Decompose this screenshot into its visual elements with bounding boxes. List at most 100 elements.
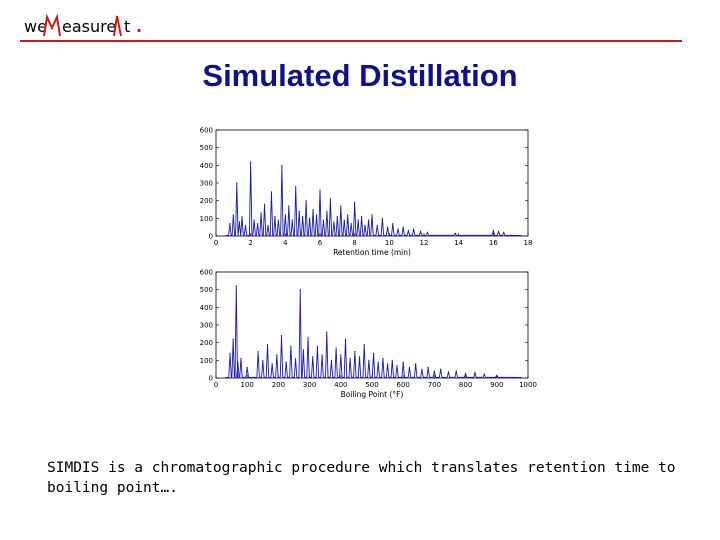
peak-point bbox=[368, 359, 370, 361]
peak-point bbox=[421, 368, 423, 370]
signal-trace bbox=[225, 161, 522, 236]
peak-point bbox=[408, 366, 411, 368]
x-tick-label: 0 bbox=[214, 239, 218, 247]
peak-point bbox=[294, 357, 297, 360]
peak-point bbox=[387, 363, 389, 365]
peak-point bbox=[381, 217, 383, 219]
peak-point bbox=[387, 226, 389, 228]
y-tick-label: 500 bbox=[200, 286, 213, 294]
peak-point bbox=[335, 347, 337, 349]
peak-point bbox=[402, 361, 404, 363]
peak-point bbox=[307, 336, 309, 338]
peak-point bbox=[309, 217, 311, 219]
peak-point bbox=[358, 356, 361, 358]
y-tick-label: 300 bbox=[200, 322, 213, 330]
x-tick-label: 300 bbox=[303, 381, 316, 389]
x-tick-label: 400 bbox=[334, 381, 347, 389]
x-tick-label: 10 bbox=[385, 239, 394, 247]
peak-point bbox=[419, 230, 422, 233]
peak-point bbox=[246, 366, 248, 368]
peak-point bbox=[361, 215, 363, 218]
peak-point bbox=[364, 224, 366, 226]
x-tick-label: 14 bbox=[454, 239, 463, 247]
peak-point bbox=[329, 198, 331, 200]
peak-point bbox=[295, 185, 297, 188]
peak-point bbox=[263, 203, 266, 205]
peak-point bbox=[392, 223, 394, 225]
peak-point bbox=[298, 210, 300, 212]
peak-point bbox=[367, 219, 370, 221]
peak-point bbox=[285, 361, 287, 363]
slide-title: Simulated Distillation bbox=[202, 58, 518, 93]
peak-point bbox=[427, 366, 429, 368]
peak-point bbox=[288, 205, 290, 207]
peak-point bbox=[497, 230, 500, 233]
peak-point bbox=[257, 350, 259, 353]
x-tick-label: 12 bbox=[420, 239, 429, 247]
y-tick-label: 400 bbox=[200, 162, 213, 170]
peak-point bbox=[322, 219, 325, 221]
peak-point bbox=[240, 357, 242, 360]
peak-point bbox=[377, 361, 379, 363]
peak-point bbox=[492, 230, 494, 232]
y-tick-label: 600 bbox=[200, 269, 213, 277]
x-tick-label: 1000 bbox=[519, 381, 537, 389]
y-tick-label: 400 bbox=[200, 304, 213, 312]
peak-point bbox=[354, 201, 356, 204]
peak-point bbox=[302, 215, 304, 218]
x-axis-label: Boiling Point (°F) bbox=[341, 390, 404, 399]
y-tick-label: 500 bbox=[200, 144, 213, 152]
peak-point bbox=[277, 219, 279, 221]
y-tick-label: 200 bbox=[200, 339, 213, 347]
y-tick-label: 200 bbox=[200, 197, 213, 205]
peak-point bbox=[274, 215, 276, 218]
peak-point bbox=[402, 226, 404, 228]
peak-point bbox=[316, 345, 318, 347]
peak-point bbox=[236, 182, 238, 184]
peak-point bbox=[347, 214, 349, 216]
peak-point bbox=[260, 212, 262, 214]
y-tick-label: 0 bbox=[209, 233, 213, 241]
peak-point bbox=[229, 352, 231, 354]
peak-point bbox=[382, 357, 384, 360]
x-tick-label: 16 bbox=[489, 239, 498, 247]
peak-point bbox=[326, 331, 328, 333]
logo-m-icon bbox=[43, 14, 61, 37]
peak-point bbox=[302, 349, 304, 351]
x-tick-label: 200 bbox=[272, 381, 285, 389]
peak-point bbox=[340, 354, 342, 356]
y-tick-label: 100 bbox=[200, 215, 213, 223]
peak-point bbox=[257, 223, 259, 225]
x-tick-label: 8 bbox=[352, 239, 356, 247]
peak-point bbox=[299, 289, 301, 291]
peak-point bbox=[281, 164, 283, 166]
peak-point bbox=[340, 205, 342, 207]
peak-point bbox=[262, 359, 264, 361]
logo-text-easure: easure bbox=[62, 17, 117, 36]
y-tick-label: 600 bbox=[200, 127, 213, 135]
x-tick-label: 900 bbox=[490, 381, 503, 389]
x-tick-label: 2 bbox=[248, 239, 252, 247]
peak-point bbox=[319, 189, 321, 191]
peak-point bbox=[363, 343, 365, 346]
peak-point bbox=[266, 343, 269, 346]
peak-point bbox=[474, 372, 476, 374]
x-tick-label: 0 bbox=[214, 381, 218, 389]
peak-point bbox=[376, 224, 378, 226]
signal-trace bbox=[225, 286, 522, 378]
x-tick-label: 18 bbox=[524, 239, 533, 247]
peak-point bbox=[433, 370, 435, 372]
peak-point bbox=[330, 359, 333, 361]
peak-point bbox=[241, 215, 243, 218]
header-divider bbox=[20, 40, 682, 42]
chromatogram-retention-time: 0 100 200 300 400 500 600 0 2 4 6 8 10 12 14 16 18 Retent… bbox=[200, 127, 533, 258]
peak-point bbox=[312, 208, 314, 211]
peak-point bbox=[291, 219, 293, 221]
peak-point bbox=[229, 223, 231, 225]
x-axis-label: Retention time (min) bbox=[333, 248, 411, 257]
peak-point bbox=[503, 231, 505, 234]
peak-point bbox=[253, 219, 255, 221]
peak-point bbox=[267, 224, 269, 226]
caption-text: SIMDIS is a chromatographic procedure wh… bbox=[47, 460, 676, 496]
peak-point bbox=[354, 350, 356, 353]
